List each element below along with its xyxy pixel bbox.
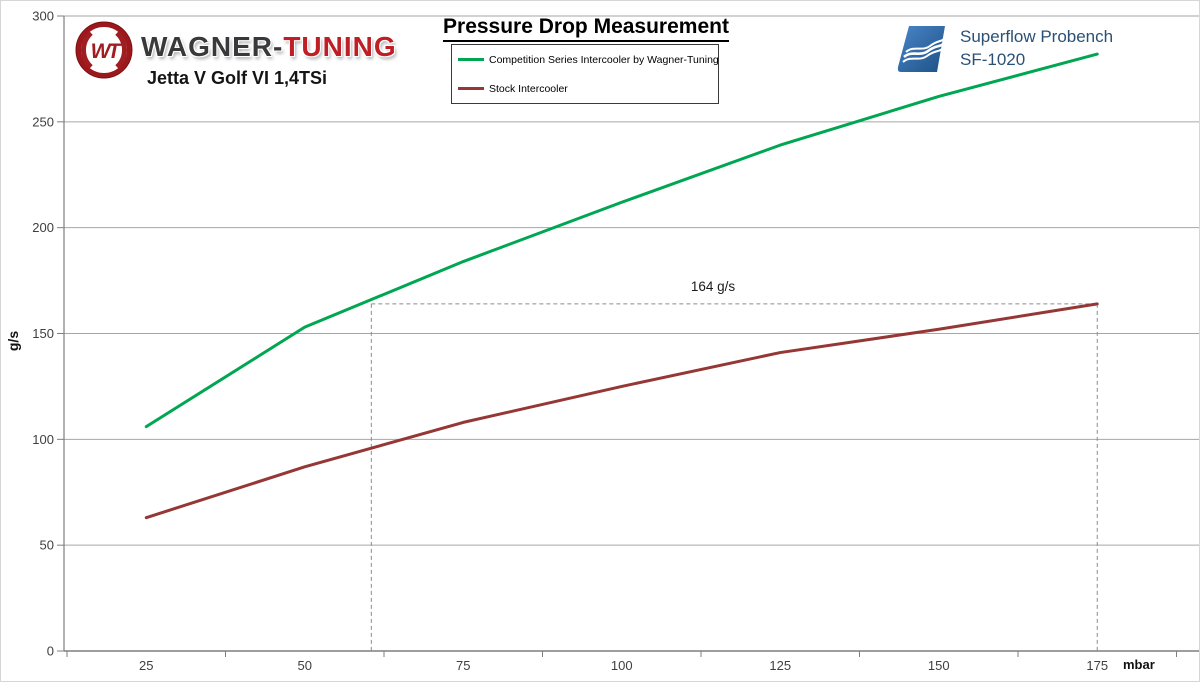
- x-tick-label: 50: [298, 658, 312, 673]
- brand-tuning-text: TUNING: [283, 31, 397, 62]
- legend: Competition Series Intercooler by Wagner…: [451, 44, 719, 104]
- bench-model: SF-1020: [960, 50, 1026, 69]
- brand-hyphen: -: [273, 31, 284, 62]
- bench-name: Superflow Probench: [960, 27, 1114, 46]
- series-line-stock: [144, 302, 1099, 520]
- x-tick-label: 75: [456, 658, 470, 673]
- y-axis-unit: g/s: [5, 330, 21, 352]
- y-tick-label: 300: [32, 9, 54, 24]
- vehicle-model: Jetta V Golf VI 1,4TSi: [147, 68, 328, 88]
- legend-item-competition: Competition Series Intercooler by Wagner…: [452, 46, 719, 74]
- y-tick-label: 250: [32, 114, 54, 129]
- superflow-logo-icon: [897, 26, 945, 72]
- annotation-label: 164 g/s: [691, 279, 736, 294]
- brand-block: WT WAGNER-TUNING Jetta V Golf VI 1,4TSi: [75, 21, 397, 89]
- legend-item-stock: Stock Intercooler: [452, 75, 718, 103]
- x-tick-label: 175: [1086, 658, 1108, 673]
- bench-block: Superflow Probench SF-1020: [896, 25, 1113, 73]
- wagner-monogram: WT: [91, 40, 123, 63]
- x-tick-label: 25: [139, 658, 153, 673]
- series-line-competition: [144, 52, 1099, 429]
- y-tick-label: 200: [32, 220, 54, 235]
- brand-wagner-text: WAGNER: [141, 31, 273, 62]
- x-axis-unit: mbar: [1123, 657, 1155, 672]
- legend-label-stock: Stock Intercooler: [489, 82, 568, 95]
- chart-title-text: Pressure Drop Measurement: [443, 15, 729, 42]
- y-tick-label: 50: [40, 538, 54, 553]
- x-tick-label: 150: [928, 658, 950, 673]
- x-tick-label: 100: [611, 658, 633, 673]
- legend-line-competition: [458, 58, 484, 61]
- y-tick-label: 150: [32, 326, 54, 341]
- y-tick-label: 100: [32, 432, 54, 447]
- legend-label-competition: Competition Series Intercooler by Wagner…: [489, 53, 719, 66]
- y-tick-label: 0: [47, 644, 54, 659]
- wagner-logo-icon: WT: [75, 21, 133, 79]
- page-title: Pressure Drop Measurement: [401, 15, 771, 42]
- brand-name: WAGNER-TUNING: [141, 32, 397, 62]
- x-tick-label: 125: [769, 658, 791, 673]
- legend-line-stock: [458, 87, 484, 90]
